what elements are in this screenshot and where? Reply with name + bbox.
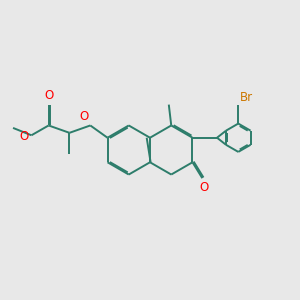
Text: O: O <box>44 89 53 102</box>
Text: Br: Br <box>239 91 253 104</box>
Text: O: O <box>199 181 208 194</box>
Text: O: O <box>79 110 88 123</box>
Text: O: O <box>20 130 29 143</box>
